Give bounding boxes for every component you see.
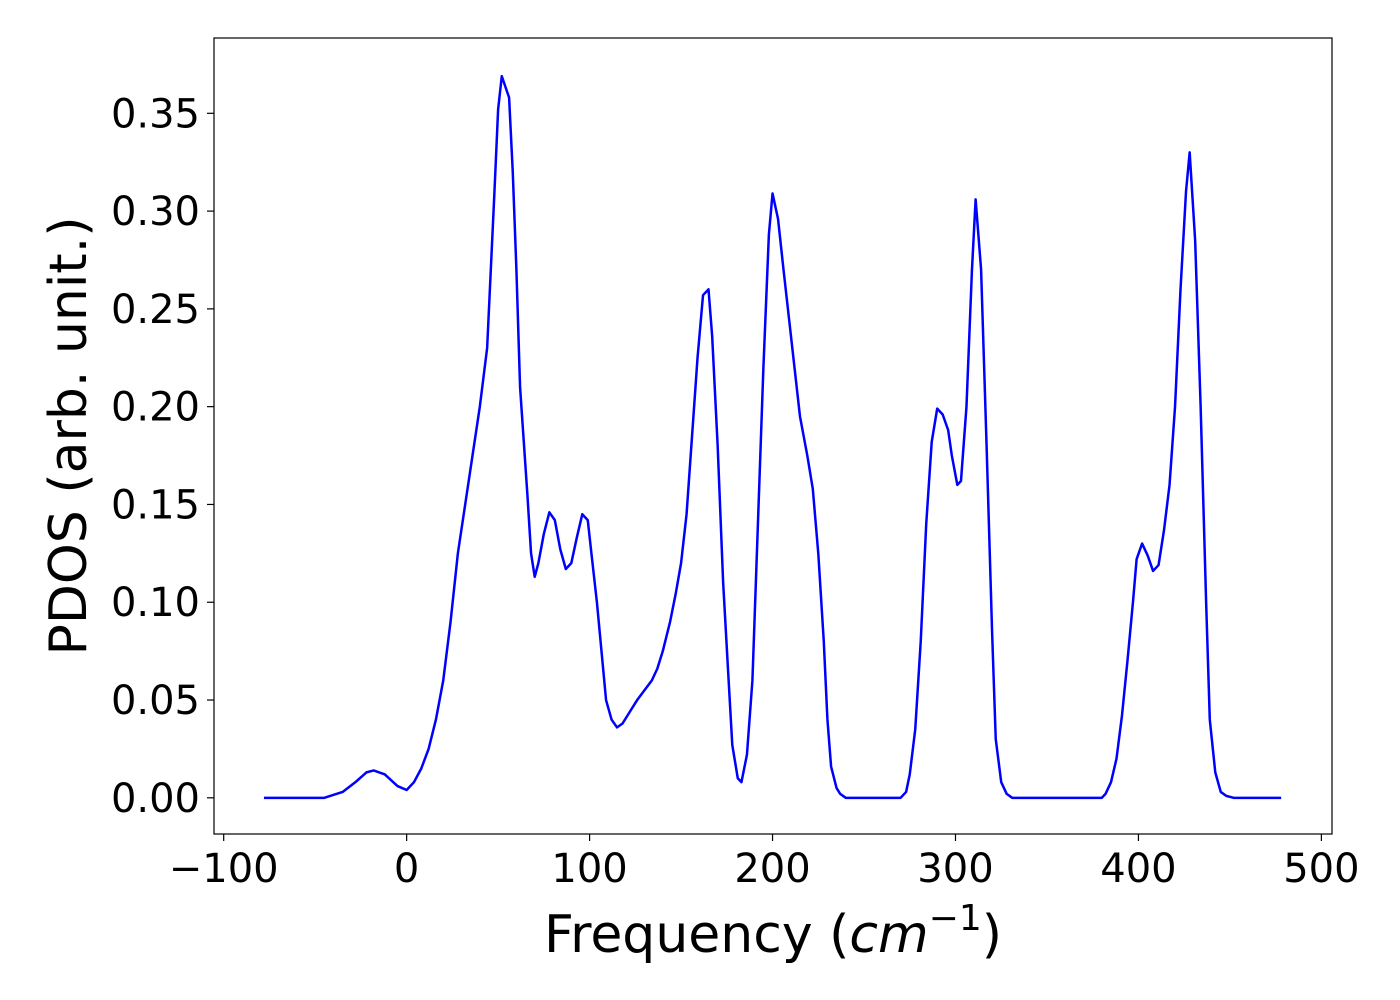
x-tick-label: 300 [917,846,993,892]
x-label-sup: −1 [929,898,982,939]
y-tick-label: 0.35 [111,91,200,137]
y-tick-label: 0.20 [111,385,200,431]
y-tick-label: 0.00 [111,776,200,822]
y-tick-label: 0.15 [111,482,200,528]
y-tick-label: 0.25 [111,287,200,333]
x-tick-label: 200 [734,846,810,892]
y-axis-label: PDOS (arb. unit.) [39,216,99,655]
x-label-math: cm [849,905,928,965]
x-label-text: Frequency ( [544,905,849,965]
x-tick-label: 500 [1283,846,1359,892]
x-label-close: ) [982,905,1002,965]
x-tick-label: 400 [1100,846,1176,892]
x-tick-label: 100 [551,846,627,892]
x-axis-label: Frequency (cm−1) [544,898,1002,965]
x-tick-label: 0 [394,846,419,892]
pdos-line [263,74,1282,800]
plot-frame [213,37,1333,835]
y-tick-label: 0.30 [111,189,200,235]
x-tick-label: −100 [169,846,279,892]
y-tick-label: 0.05 [111,678,200,724]
y-tick-label: 0.10 [111,580,200,626]
